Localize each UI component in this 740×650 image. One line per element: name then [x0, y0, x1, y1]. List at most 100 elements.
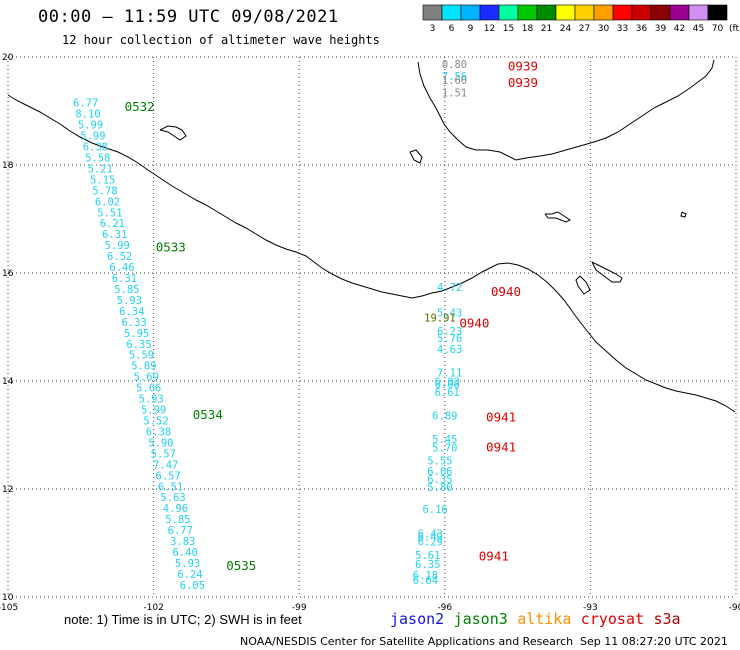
y-tick-label: 14 [2, 377, 14, 387]
wave-height-value: 5.66 [136, 383, 161, 395]
wave-height-value: 5.93 [117, 295, 142, 307]
satellite-legend-jason3: jason3 [454, 610, 508, 628]
legend-label: 27 [579, 24, 590, 34]
wave-height-value: 7.11 [437, 368, 462, 380]
satellite-legend-s3a: s3a [654, 610, 681, 628]
footer-note: note: 1) Time is in UTC; 2) SWH is in fe… [64, 612, 302, 627]
legend-label: 15 [503, 24, 514, 34]
wave-height-value: 6.61 [435, 387, 460, 399]
wave-height-value: 8.10 [75, 109, 100, 121]
wave-height-value: 6.51 [158, 481, 183, 493]
x-tick-label: -93 [583, 603, 598, 613]
wave-height-value: 5.99 [141, 405, 166, 417]
pass-time-label: 0941 [486, 440, 516, 455]
wave-height-value: 6.06 [427, 466, 452, 478]
wave-height-value: 4.96 [163, 503, 188, 515]
pass-time-label: 0534 [193, 407, 223, 422]
pass-time-label: 0533 [156, 239, 186, 254]
legend-label: 70 [712, 24, 724, 34]
wave-height-value: 7.47 [153, 459, 178, 471]
wave-height-value: 5.99 [105, 240, 130, 252]
pass-time-label: 0940 [491, 284, 521, 299]
wave-height-value: 5.99 [78, 120, 103, 132]
legend-swatch [517, 4, 538, 21]
y-tick-label: 10 [2, 593, 14, 603]
wave-height-value: 6.24 [177, 569, 202, 581]
wave-height-value: 0.80 [442, 59, 467, 71]
y-tick-label: 12 [2, 485, 13, 495]
wave-height-value: 6.89 [432, 410, 457, 422]
x-tick-label: -102 [143, 603, 163, 613]
wave-height-value: 6.08 [435, 379, 460, 391]
pass-time-label: 0939 [508, 59, 538, 74]
legend-label: 21 [541, 24, 552, 34]
x-tick-label: -96 [437, 603, 452, 613]
wave-height-value: 6.40 [172, 547, 197, 559]
wave-height-value: 6.29 [418, 537, 443, 549]
pass-time-label: 0941 [479, 548, 509, 563]
wave-height-value: 5.59 [129, 350, 154, 362]
wave-height-value: 6.21 [100, 218, 125, 230]
wave-height-value: 5.43 [437, 308, 462, 320]
wave-height-value: 5.85 [114, 284, 139, 296]
wave-height-value: 6.38 [83, 142, 108, 154]
legend-label: 45 [693, 24, 704, 34]
legend-label: 9 [468, 24, 474, 34]
legend-label: 33 [617, 24, 628, 34]
x-tick-label: -105 [0, 603, 18, 613]
pass-time-label: 0535 [226, 558, 256, 573]
wave-height-value: 5.99 [80, 131, 105, 143]
y-tick-label: 20 [2, 53, 14, 63]
legend-label: 39 [655, 24, 667, 34]
legend-swatch [498, 4, 519, 21]
wave-height-value: 5.93 [139, 394, 164, 406]
footer-timestamp: Sep 11 08:27:20 UTC 2021 [580, 635, 728, 648]
footer-credit: NOAA/NESDIS Center for Satellite Applica… [240, 635, 573, 648]
wave-height-value: 5.89 [131, 361, 156, 373]
wave-height-value: 6.33 [122, 317, 147, 329]
legend-swatch [441, 4, 462, 21]
legend-swatch [669, 4, 690, 21]
wave-height-value: 5.90 [148, 437, 173, 449]
wave-height-value: 6.02 [95, 196, 120, 208]
legend-label: 18 [522, 24, 534, 34]
wave-height-value: 1.51 [442, 87, 467, 99]
wave-height-value: 6.05 [180, 580, 205, 592]
altimeter-labels: 6.778.105.995.996.385.585.215.155.786.02… [73, 59, 538, 592]
page-subtitle: 12 hour collection of altimeter wave hei… [62, 33, 380, 47]
wave-height-value: 6.77 [168, 525, 193, 537]
legend-swatch [555, 4, 576, 21]
wave-height-value: 3.83 [170, 536, 195, 548]
wave-height-value: 6.16 [422, 504, 447, 516]
wave-height-value: 4.63 [437, 344, 462, 356]
legend-label: 24 [560, 24, 572, 34]
wave-height-value: 5.21 [88, 163, 113, 175]
wave-height-value: 6.46 [109, 262, 134, 274]
wave-height-value: 5.69 [134, 372, 159, 384]
lat-lon-grid: -105 -102 -99 -96 -93 -90 20 18 16 14 12 10 [0, 53, 740, 613]
y-tick-label: 18 [2, 161, 14, 171]
legend-label: 36 [636, 24, 648, 34]
legend-swatch [650, 4, 671, 21]
wave-height-value: 6.43 [418, 529, 443, 541]
footer: note: 1) Time is in UTC; 2) SWH is in fe… [64, 610, 728, 648]
wave-height-value: 6.23 [437, 326, 462, 338]
wave-height-value: 6.77 [73, 98, 98, 110]
wave-height-value: 5.52 [143, 416, 168, 428]
pass-time-label: 0939 [508, 75, 538, 90]
pass-time-label: 0941 [486, 410, 516, 425]
wave-height-value: 5.95 [124, 328, 149, 340]
y-tick-label: 16 [2, 269, 14, 279]
wave-height-value: 5.93 [175, 558, 200, 570]
legend-swatch [574, 4, 595, 21]
legend-label: 12 [484, 24, 495, 34]
pass-time-label: 0940 [459, 316, 489, 331]
wave-height-value: 6.35 [427, 474, 452, 486]
satellite-legend-jason2: jason2 [390, 610, 444, 628]
wave-height-value: 19.91 [424, 313, 456, 325]
wave-height-value: 6.49 [418, 531, 443, 543]
coastline [7, 59, 736, 413]
wave-height-value: 6.35 [415, 559, 440, 571]
